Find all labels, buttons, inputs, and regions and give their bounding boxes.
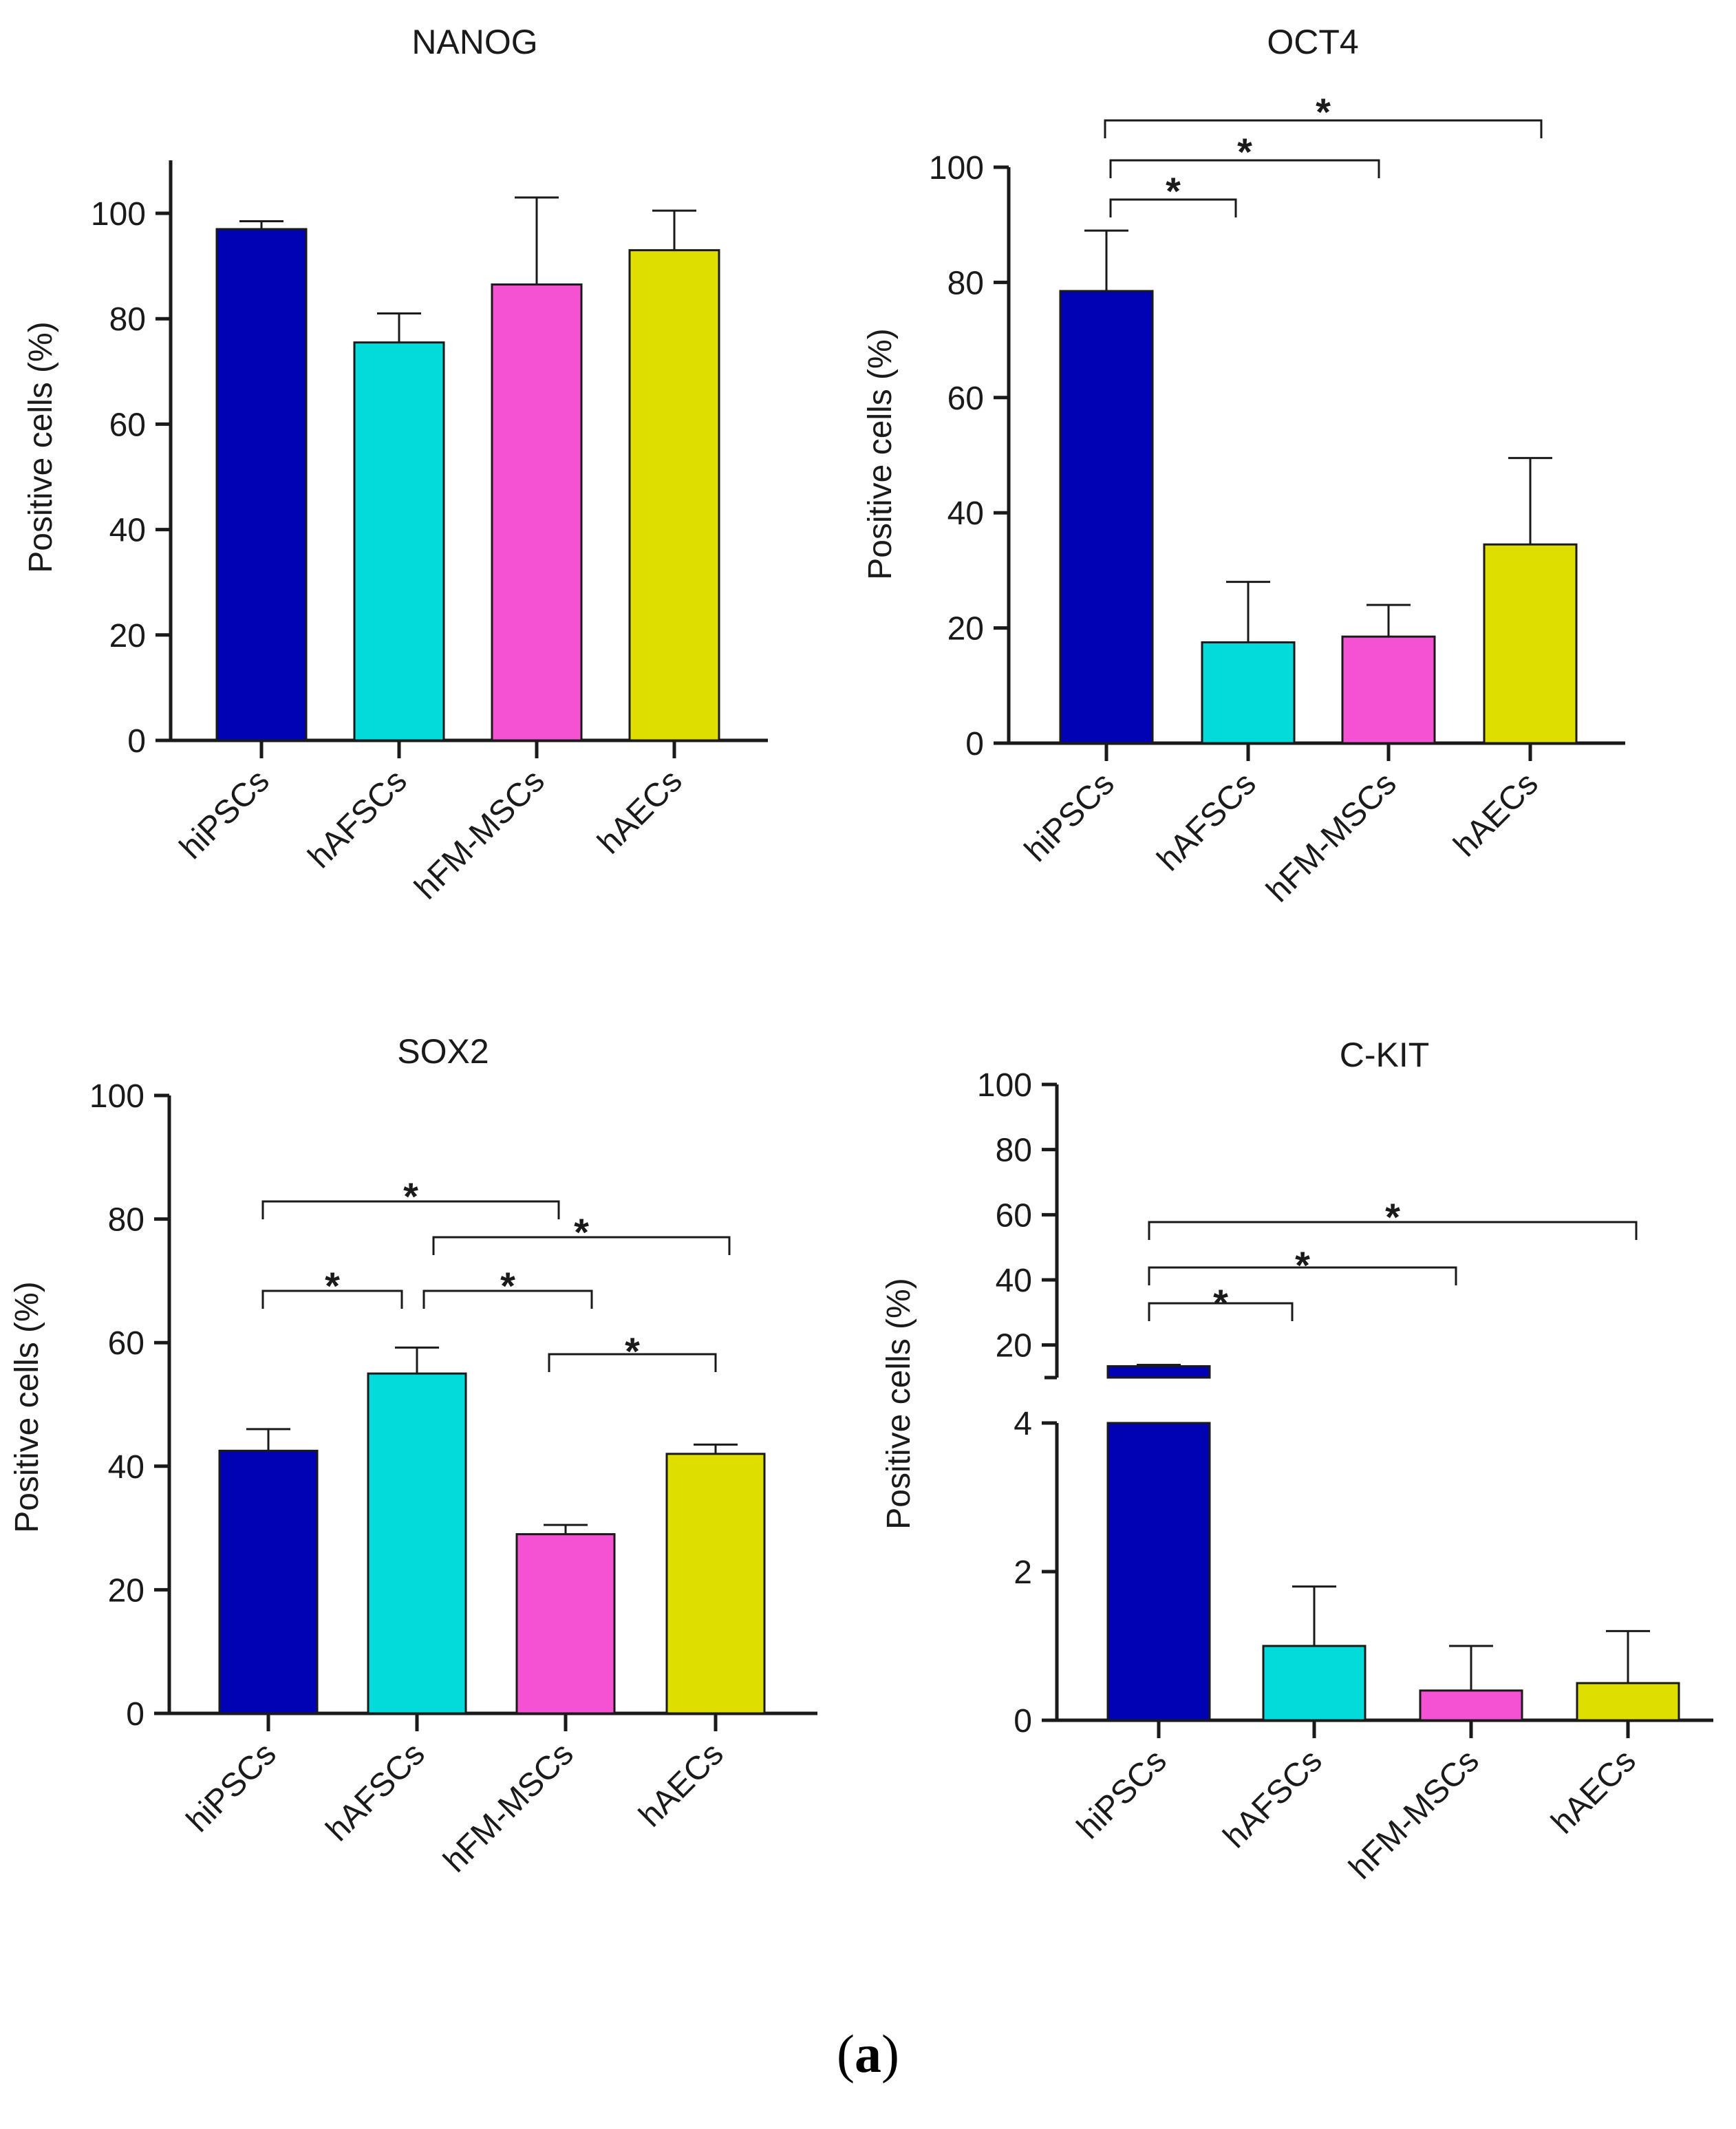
significance-bracket [432, 1236, 731, 1255]
bar-hipscs [215, 228, 308, 742]
y-tick-label: 0 [127, 723, 146, 760]
x-tick-label: hFM-MSCs [437, 1735, 581, 1879]
significance-star: * [1385, 1195, 1400, 1239]
y-tick-label: 60 [108, 1325, 144, 1362]
bar-hfm-mscs [515, 1533, 616, 1715]
x-tick-label: hAFSCs [319, 1735, 432, 1848]
chart-title: NANOG [411, 23, 537, 61]
bar-hfm-mscs [1419, 1689, 1523, 1722]
significance-star: * [325, 1264, 340, 1307]
significance-star: * [500, 1264, 515, 1307]
y-tick-label: 20 [996, 1328, 1032, 1365]
significance-star: * [625, 1329, 640, 1373]
bar-hipscs [1059, 290, 1154, 745]
significance-bracket [1148, 1266, 1457, 1285]
significance-star: * [1316, 90, 1331, 133]
y-tick-label: 80 [996, 1133, 1032, 1169]
y-tick-label: 20 [947, 611, 984, 648]
chart-sox2: SOX2 Positive cells (%) 0 20 40 60 80 100 hiPSCs… [9, 1032, 817, 1879]
chart-c-kit: C-KIT Positive cells (%) 0 2 4 20 40 60 80 100 hiP… [881, 1036, 1713, 1886]
y-tick-label: 100 [91, 196, 146, 233]
y-axis-label: Positive cells (%) [862, 328, 899, 579]
chart-title: SOX2 [397, 1032, 489, 1071]
y-tick-label: 100 [977, 1067, 1032, 1104]
bar-haecs [665, 1453, 766, 1715]
significance-bracket [1148, 1302, 1294, 1321]
y-tick-label: 80 [108, 1202, 144, 1239]
y-axis-label: Positive cells (%) [9, 1281, 45, 1532]
x-tick-label: hFM-MSCs [408, 762, 552, 906]
x-tick-label: hFM-MSCs [1260, 765, 1404, 909]
significance-bracket [1109, 159, 1380, 178]
y-tick-label: 80 [947, 265, 984, 301]
x-tick-label: hAFSCs [1217, 1742, 1329, 1855]
y-tick-label: 60 [996, 1197, 1032, 1234]
significance-bracket [1109, 198, 1237, 217]
significance-bracket [1148, 1221, 1638, 1240]
y-tick-label: 100 [89, 1078, 144, 1115]
panel-label: (a) [837, 2024, 899, 2084]
chart-title: OCT4 [1267, 23, 1358, 61]
panel-letter: a [855, 2024, 881, 2084]
x-tick-label: hFM-MSCs [1342, 1742, 1486, 1886]
x-tick-label: hiPSCs [1018, 765, 1122, 869]
significance-star: * [1295, 1243, 1310, 1287]
chart-oct4: OCT4 Positive cells (%) 0 20 40 60 80 100 hiPSCs… [862, 23, 1625, 909]
y-tick-label: 20 [108, 1572, 144, 1609]
significance-star: * [1213, 1281, 1228, 1325]
bar-hafscs [367, 1372, 467, 1715]
bar-haecs [628, 249, 720, 742]
bar-hafscs [1262, 1645, 1367, 1722]
y-tick-label: 4 [1014, 1406, 1032, 1442]
significance-star: * [1166, 169, 1181, 213]
significance-star: * [1237, 130, 1252, 173]
x-tick-label: hiPSCs [1070, 1742, 1174, 1846]
y-tick-label: 0 [1014, 1703, 1032, 1740]
y-tick-label: 80 [109, 301, 146, 338]
y-axis-label: Positive cells (%) [23, 321, 59, 573]
y-tick-label: 40 [947, 495, 984, 532]
bar-hipscs [218, 1449, 319, 1715]
significance-bracket [261, 1290, 403, 1309]
significance-bracket [261, 1200, 560, 1219]
y-tick-label: 40 [996, 1263, 1032, 1299]
bar-hfm-mscs [491, 283, 583, 742]
bar-hafscs [353, 341, 445, 742]
y-tick-label: 100 [929, 150, 984, 186]
x-tick-label: hAECs [591, 762, 689, 861]
chart-nanog: NANOG Positive cells (%) 0 20 40 60 80 100 hiPSC… [23, 23, 768, 906]
x-tick-label: hAECs [632, 1735, 731, 1834]
y-tick-label: 2 [1014, 1554, 1032, 1591]
significance-star: * [403, 1175, 418, 1218]
x-tick-label: hiPSCs [180, 1735, 283, 1839]
significance-bracket [548, 1353, 717, 1372]
y-tick-label: 40 [109, 513, 146, 549]
y-tick-label: 0 [126, 1696, 144, 1733]
x-tick-label: hiPSCs [173, 762, 277, 866]
bar-hipscs-upper [1106, 1365, 1211, 1379]
y-tick-label: 40 [108, 1449, 144, 1486]
x-tick-label: hAFSCs [1150, 765, 1263, 878]
x-tick-label: hAECs [1545, 1742, 1643, 1841]
bar-hipscs-lower [1106, 1422, 1211, 1722]
y-tick-label: 0 [965, 726, 984, 762]
y-axis-label: Positive cells (%) [881, 1278, 917, 1529]
y-tick-label: 60 [947, 381, 984, 417]
x-tick-label: hAECs [1447, 765, 1545, 864]
significance-star: * [574, 1210, 589, 1254]
chart-title: C-KIT [1340, 1036, 1430, 1074]
y-tick-label: 20 [109, 618, 146, 654]
bar-hfm-mscs [1341, 635, 1436, 745]
significance-bracket [422, 1290, 593, 1309]
significance-bracket [1104, 119, 1543, 138]
bar-hafscs [1201, 641, 1296, 745]
bar-haecs [1576, 1682, 1680, 1722]
bar-haecs [1483, 543, 1578, 745]
x-tick-label: hAFSCs [301, 762, 414, 875]
y-tick-label: 60 [109, 407, 146, 443]
